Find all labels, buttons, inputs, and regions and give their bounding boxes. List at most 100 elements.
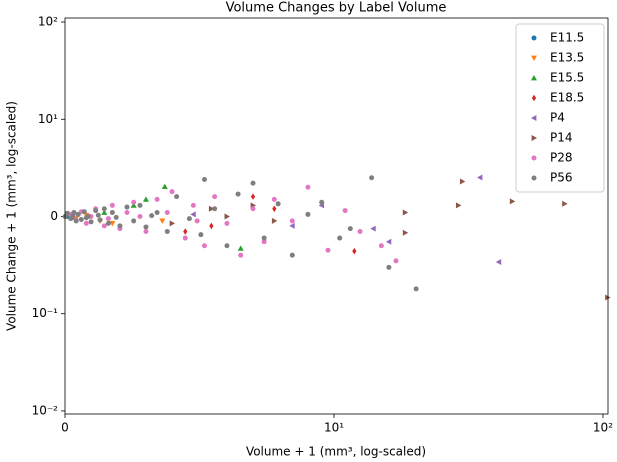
point [164, 209, 170, 215]
point [305, 184, 311, 190]
point [75, 211, 81, 217]
point [149, 213, 155, 219]
point [209, 222, 214, 230]
point [261, 239, 267, 245]
point [154, 209, 160, 215]
point [237, 245, 244, 251]
point [174, 194, 180, 200]
point [143, 224, 149, 230]
x-tick-label: 10² [593, 421, 613, 435]
point [73, 218, 79, 224]
x-tick-label: 10¹ [324, 421, 344, 435]
legend-label: E13.5 [550, 51, 584, 65]
legend-box [515, 23, 605, 193]
point [113, 214, 119, 220]
point [194, 218, 200, 224]
point [337, 235, 343, 241]
point [137, 213, 143, 219]
point [271, 217, 278, 224]
legend-marker [531, 94, 537, 102]
legend-marker [531, 155, 537, 161]
point [250, 180, 256, 186]
point [224, 213, 230, 220]
point [186, 216, 192, 222]
y-tick-label: 0 [50, 209, 58, 223]
point [101, 223, 107, 229]
legend-marker [531, 115, 537, 121]
y-tick-label: 10¹ [38, 112, 58, 126]
point [272, 205, 277, 213]
point [93, 208, 99, 214]
legend-marker [531, 75, 537, 81]
point [169, 189, 175, 195]
point [190, 211, 196, 218]
point [85, 213, 91, 219]
point [124, 209, 130, 215]
point [88, 219, 94, 225]
point [161, 183, 168, 189]
point [402, 209, 409, 216]
legend-marker [531, 135, 537, 141]
point [385, 238, 392, 245]
point [190, 202, 196, 208]
legend-label: P14 [550, 131, 573, 145]
legend-label: P4 [550, 111, 565, 125]
point [224, 243, 230, 249]
point [154, 196, 160, 202]
x-tick-label: 0 [61, 421, 69, 435]
legend-label: E11.5 [550, 31, 584, 45]
point [137, 202, 143, 208]
point [201, 177, 207, 183]
point [289, 222, 295, 229]
y-tick-label: 10² [38, 15, 58, 29]
point [109, 202, 115, 208]
point [101, 206, 107, 212]
point [369, 175, 375, 181]
point [325, 247, 331, 253]
point [70, 213, 76, 219]
point [238, 252, 244, 258]
point [101, 209, 108, 215]
point [64, 210, 70, 216]
point [413, 286, 419, 292]
point [250, 193, 256, 200]
point [455, 202, 462, 209]
point [370, 225, 376, 232]
point [208, 205, 215, 212]
point [97, 217, 103, 223]
point [459, 178, 466, 185]
point [495, 259, 502, 266]
point [378, 243, 384, 249]
point [357, 229, 363, 235]
point [289, 252, 295, 258]
point [509, 198, 516, 205]
legend-marker [531, 55, 537, 61]
point [393, 258, 399, 264]
point [109, 220, 116, 227]
point [117, 223, 123, 229]
point [143, 229, 149, 235]
point [212, 194, 218, 200]
point [352, 247, 357, 255]
point [224, 220, 230, 226]
point [169, 220, 176, 227]
plot-frame [64, 17, 609, 415]
point [183, 228, 188, 235]
point [201, 243, 207, 249]
chart-title: Volume Changes by Label Volume [226, 1, 447, 16]
point [142, 196, 149, 202]
point [402, 229, 409, 236]
legend-marker [531, 35, 537, 41]
point [78, 217, 84, 223]
point [235, 191, 241, 197]
y-tick-label: 10⁻¹ [32, 306, 59, 320]
legend-marker [531, 175, 537, 181]
point [124, 204, 130, 210]
point [159, 218, 166, 224]
y-axis-label: Volume Change + 1 (mm³, log-scaled) [5, 101, 19, 331]
point [305, 211, 311, 217]
legend-label: E18.5 [550, 91, 584, 105]
point [109, 209, 115, 215]
